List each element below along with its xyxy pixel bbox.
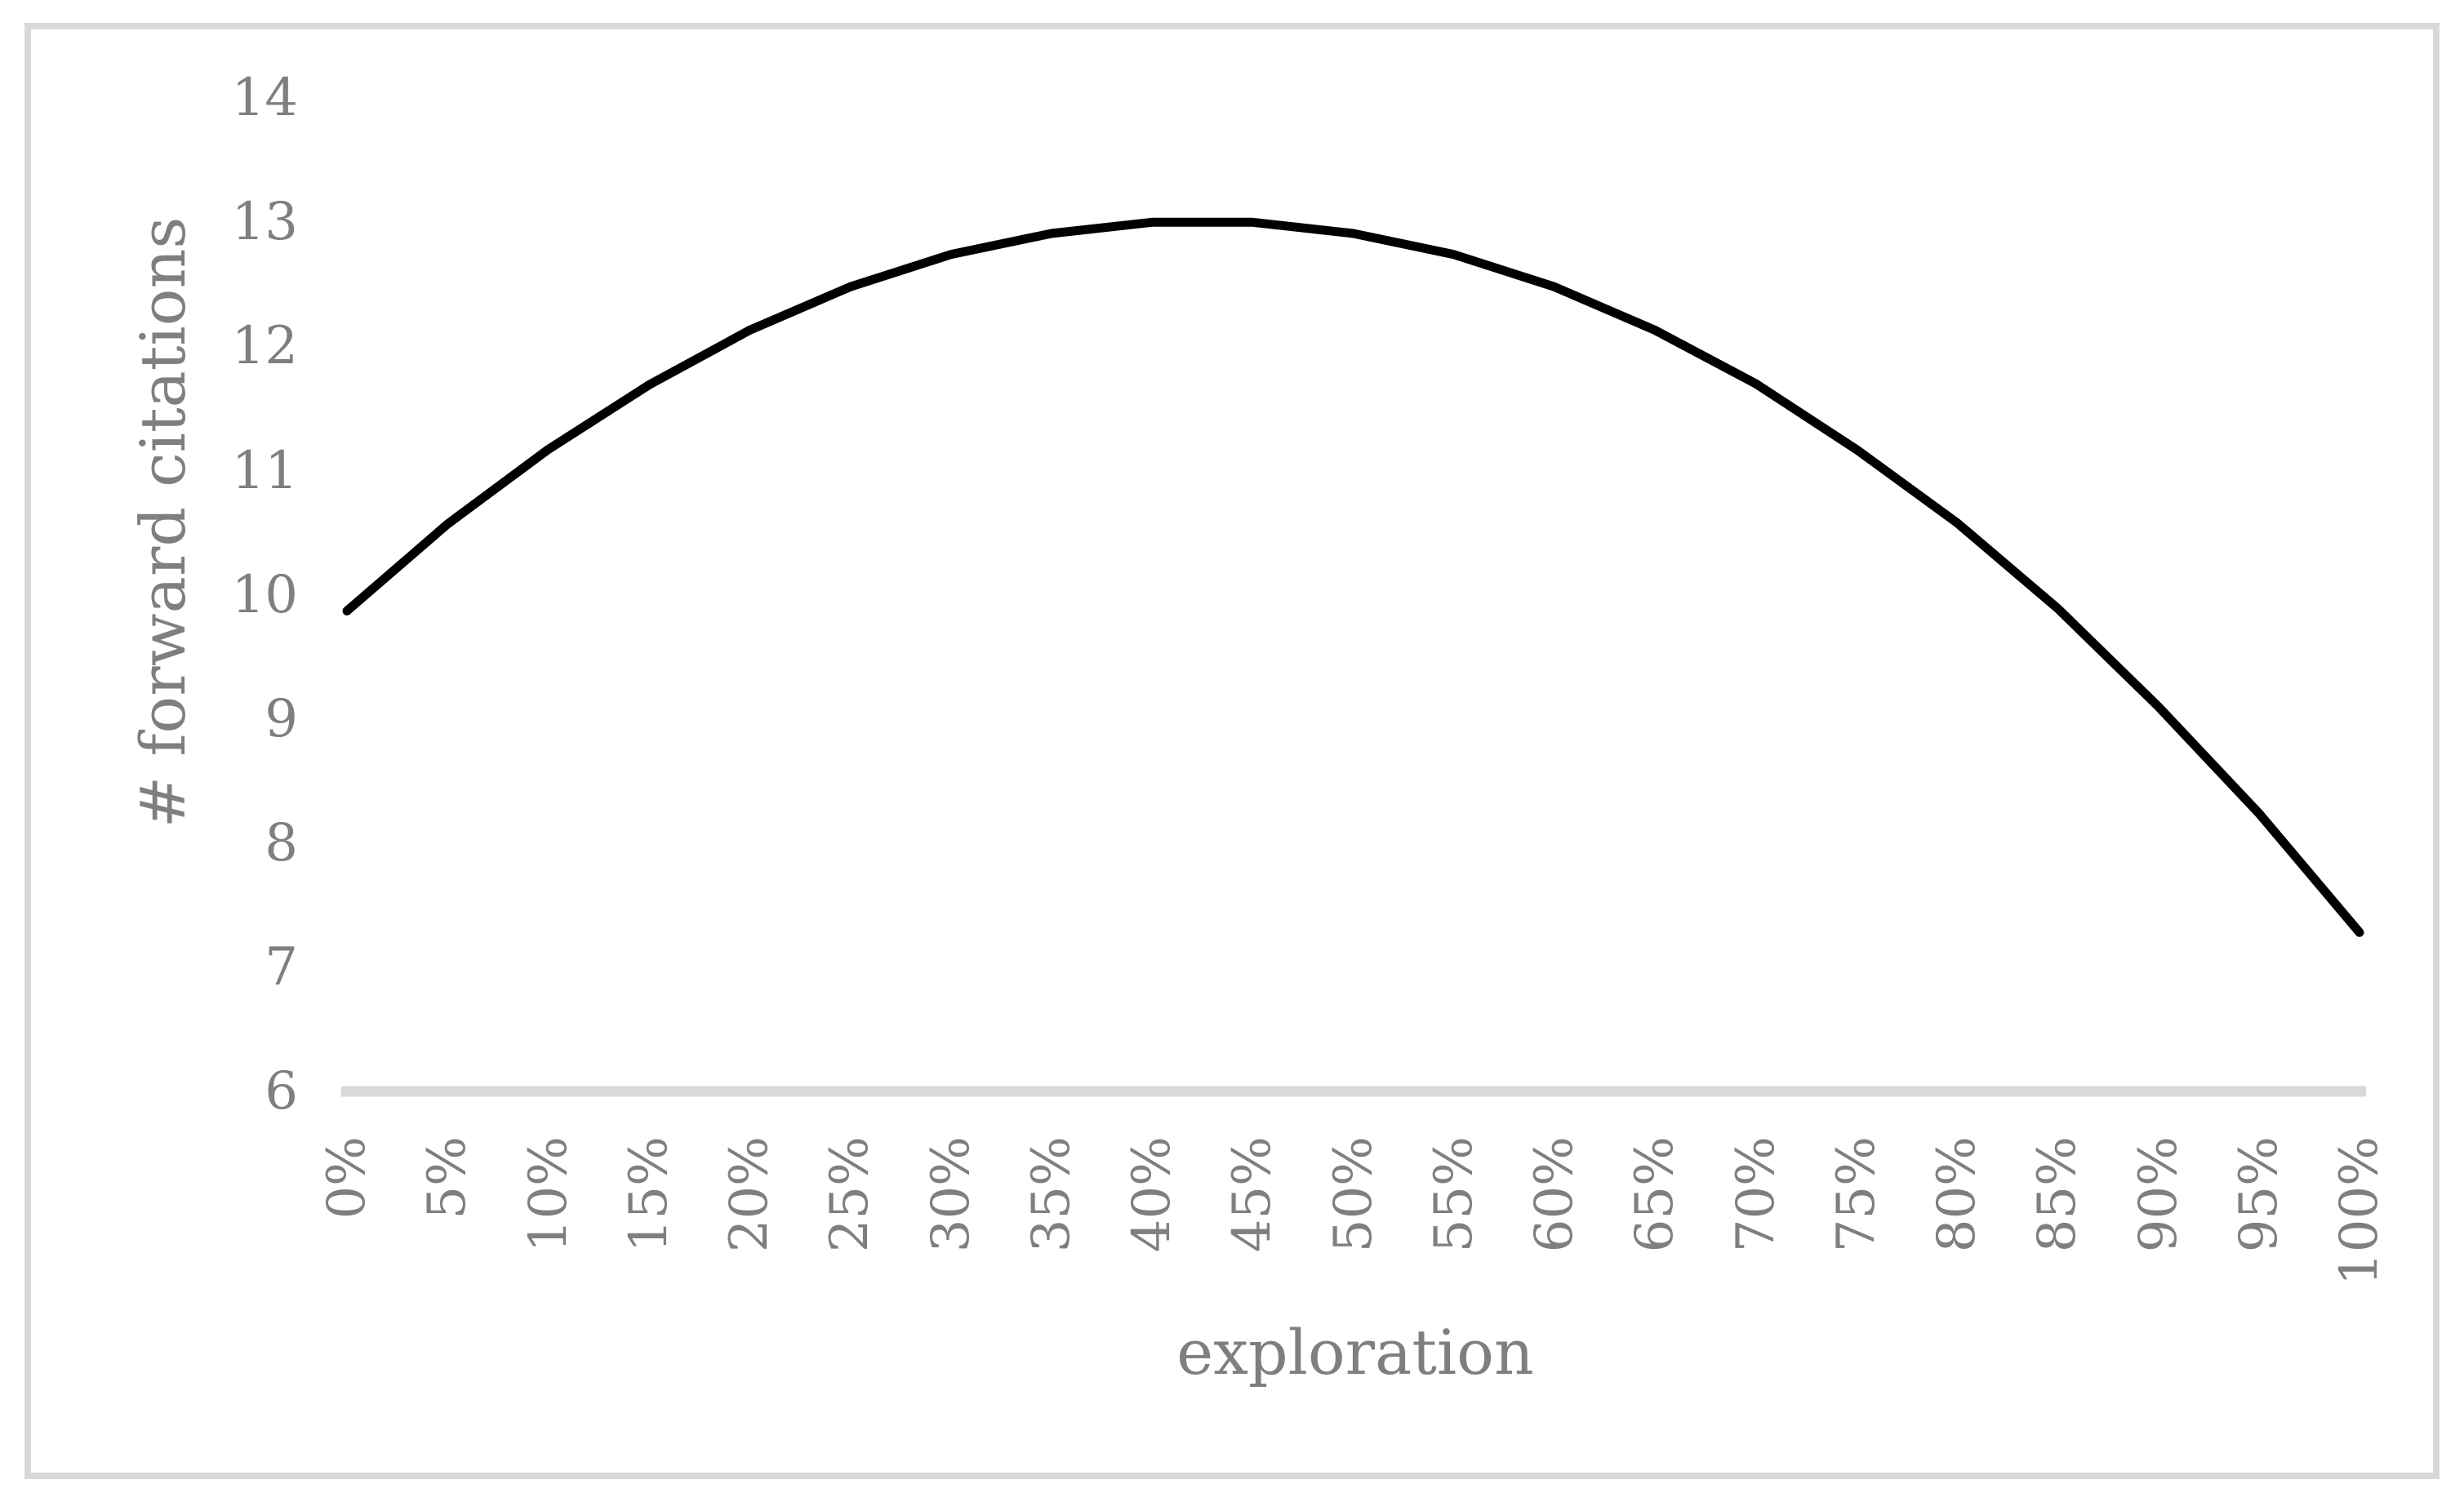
y-tick-label: 12 [231, 316, 298, 377]
x-tick-label-text: 95% [2228, 1136, 2289, 1253]
x-tick-label-text: 0% [317, 1136, 377, 1220]
x-tick-label-text: 90% [2128, 1136, 2189, 1253]
x-tick-label-text: 80% [1927, 1136, 1987, 1253]
x-tick-label-text: 10% [518, 1136, 579, 1253]
x-tick-label-text: 85% [2027, 1136, 2088, 1253]
x-tick-label-text: 5% [417, 1136, 478, 1220]
chart-border [24, 23, 2440, 1479]
y-tick-label: 8 [265, 812, 298, 873]
y-tick-label: 11 [231, 440, 298, 501]
x-tick-label-text: 50% [1323, 1136, 1384, 1253]
x-tick-label-text: 35% [1021, 1136, 1082, 1253]
x-tick-label-text: 55% [1423, 1136, 1484, 1253]
y-axis-title-text: # forward citations [127, 216, 199, 829]
y-tick-label: 6 [265, 1061, 298, 1122]
x-tick-label-text: 60% [1524, 1136, 1585, 1253]
x-tick-label-text: 100% [2329, 1136, 2390, 1286]
x-tick-label-text: 20% [719, 1136, 780, 1253]
x-axis-title: exploration [1176, 1316, 1534, 1389]
x-tick-label-text: 25% [820, 1136, 881, 1253]
y-tick-label: 10 [231, 564, 298, 625]
y-axis-title: # forward citations [127, 217, 738, 829]
citations-line [342, 217, 2364, 937]
x-tick-label-text: 40% [1122, 1136, 1182, 1253]
x-tick-label-text: 15% [618, 1136, 679, 1253]
y-tick-label: 13 [231, 192, 298, 253]
y-tick-label: 7 [265, 936, 298, 998]
x-tick-label-text: 45% [1222, 1136, 1283, 1253]
x-tick-label-text: 65% [1625, 1136, 1686, 1253]
y-tick-label: 9 [265, 688, 298, 749]
x-tick-label-text: 70% [1725, 1136, 1786, 1253]
x-tick-label-text: 30% [920, 1136, 981, 1253]
x-tick-label-text: 75% [1826, 1136, 1887, 1253]
y-tick-label: 14 [231, 68, 298, 129]
